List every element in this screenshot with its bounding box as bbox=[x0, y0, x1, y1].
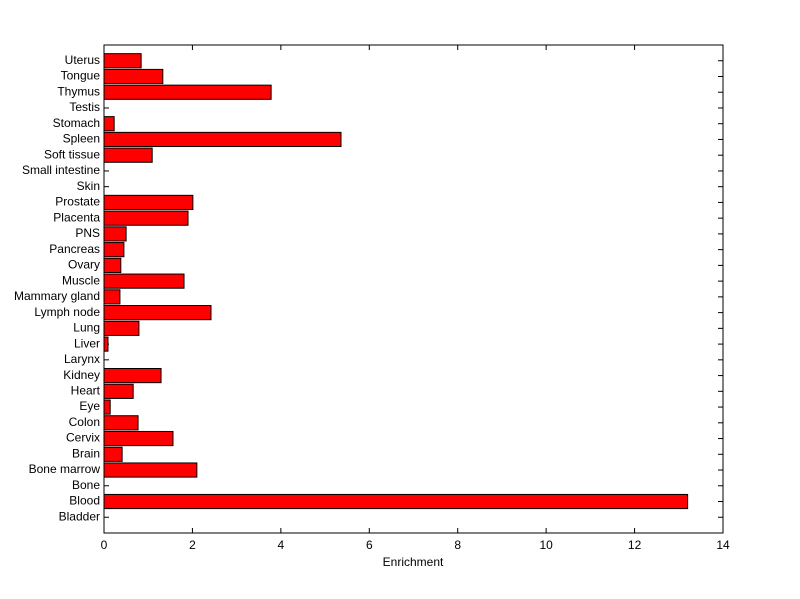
y-tick-label: Brain bbox=[72, 446, 100, 460]
bar bbox=[103, 289, 121, 305]
y-tick-label: Tongue bbox=[61, 69, 101, 83]
plot-frame bbox=[103, 44, 724, 534]
bar bbox=[103, 242, 125, 258]
y-tick-label: Uterus bbox=[65, 53, 100, 67]
x-tick-label: 8 bbox=[454, 538, 461, 552]
bar bbox=[103, 194, 194, 211]
y-tick-label: Pancreas bbox=[49, 242, 100, 256]
y-tick-label: Blood bbox=[69, 494, 100, 508]
bar bbox=[103, 226, 127, 242]
y-tick-label: Small intestine bbox=[22, 163, 100, 177]
y-tick-label: Bone marrow bbox=[29, 462, 101, 476]
y-tick-label: Colon bbox=[69, 415, 100, 429]
x-tick-label: 12 bbox=[628, 538, 642, 552]
bar bbox=[103, 305, 212, 321]
bar bbox=[103, 399, 111, 415]
bar bbox=[103, 462, 198, 478]
x-tick-label: 6 bbox=[366, 538, 373, 552]
y-tick-label: Placenta bbox=[53, 210, 100, 224]
bar bbox=[103, 257, 122, 273]
bar bbox=[103, 430, 174, 447]
y-tick-label: Liver bbox=[74, 336, 100, 350]
y-tick-label: Soft tissue bbox=[44, 147, 100, 161]
y-tick-label: Bone bbox=[72, 478, 100, 492]
y-tick-label: Bladder bbox=[59, 509, 100, 523]
y-tick-label: Lung bbox=[73, 321, 100, 335]
x-tick-label: 4 bbox=[278, 538, 285, 552]
y-tick-label: Testis bbox=[69, 100, 100, 114]
y-tick-label: Kidney bbox=[63, 368, 100, 382]
bar bbox=[103, 273, 185, 289]
y-tick-label: Spleen bbox=[63, 132, 100, 146]
bar bbox=[103, 367, 162, 384]
y-tick-label: Skin bbox=[77, 179, 100, 193]
bar bbox=[103, 210, 189, 226]
y-tick-label: Thymus bbox=[57, 84, 100, 98]
y-tick-label: Prostate bbox=[55, 195, 100, 209]
x-tick-label: 0 bbox=[101, 538, 108, 552]
bar bbox=[103, 53, 142, 69]
bar bbox=[103, 320, 140, 336]
x-tick-label: 2 bbox=[189, 538, 196, 552]
bar bbox=[103, 383, 134, 399]
x-axis-label: Enrichment bbox=[383, 555, 444, 569]
bar bbox=[103, 446, 123, 462]
y-tick-label: Muscle bbox=[62, 273, 100, 287]
x-tick-label: 14 bbox=[716, 538, 730, 552]
x-tick-label: 10 bbox=[539, 538, 553, 552]
bar bbox=[103, 415, 139, 431]
bar bbox=[103, 84, 272, 100]
bar bbox=[103, 493, 689, 510]
y-tick-label: Larynx bbox=[64, 352, 100, 366]
y-tick-label: Heart bbox=[71, 383, 101, 397]
bar bbox=[103, 336, 109, 352]
bar bbox=[103, 116, 115, 132]
y-tick-label: Stomach bbox=[53, 116, 100, 130]
y-tick-label: Lymph node bbox=[34, 305, 100, 319]
bar bbox=[103, 147, 153, 163]
bar bbox=[103, 131, 342, 148]
y-tick-label: Mammary gland bbox=[14, 289, 100, 303]
y-tick-label: Cervix bbox=[66, 431, 100, 445]
bar bbox=[103, 68, 164, 85]
y-tick-label: PNS bbox=[75, 226, 100, 240]
y-tick-label: Eye bbox=[79, 399, 100, 413]
y-tick-label: Ovary bbox=[68, 258, 100, 272]
